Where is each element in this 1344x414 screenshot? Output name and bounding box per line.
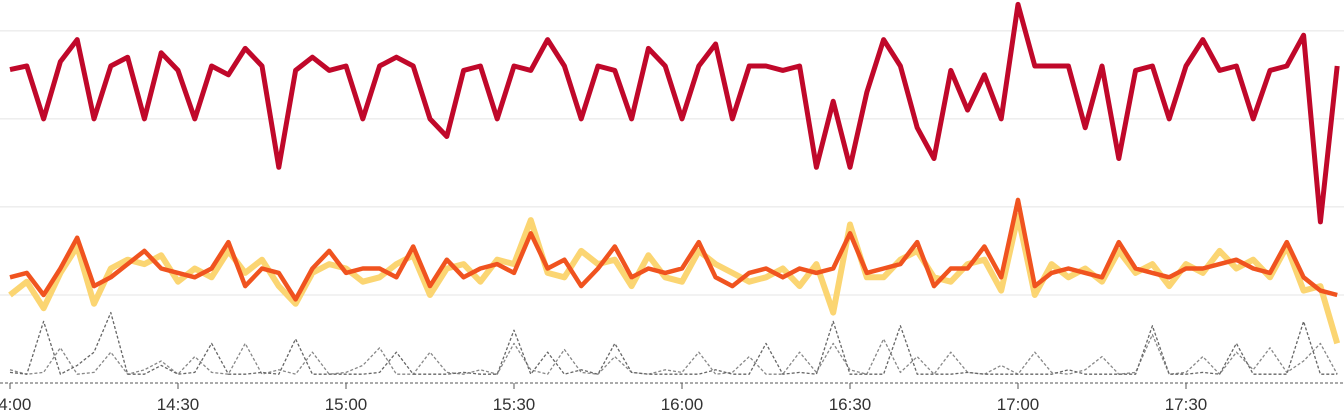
x-tick-label: 16:30 (829, 395, 872, 414)
x-tick-label: 17:30 (1165, 395, 1208, 414)
series-line (9, 333, 1338, 375)
x-tick-label: 15:30 (493, 395, 536, 414)
series-line (9, 311, 1338, 375)
x-tick-label: 15:00 (325, 395, 368, 414)
x-tick-label: 17:00 (997, 395, 1040, 414)
x-tick-label: 16:00 (661, 395, 704, 414)
x-tick-label: 14:00 (0, 395, 31, 414)
series-line (8, 212, 1341, 345)
x-tick-label: 14:30 (157, 395, 200, 414)
series-line (9, 197, 1338, 302)
series-line (9, 1, 1340, 225)
